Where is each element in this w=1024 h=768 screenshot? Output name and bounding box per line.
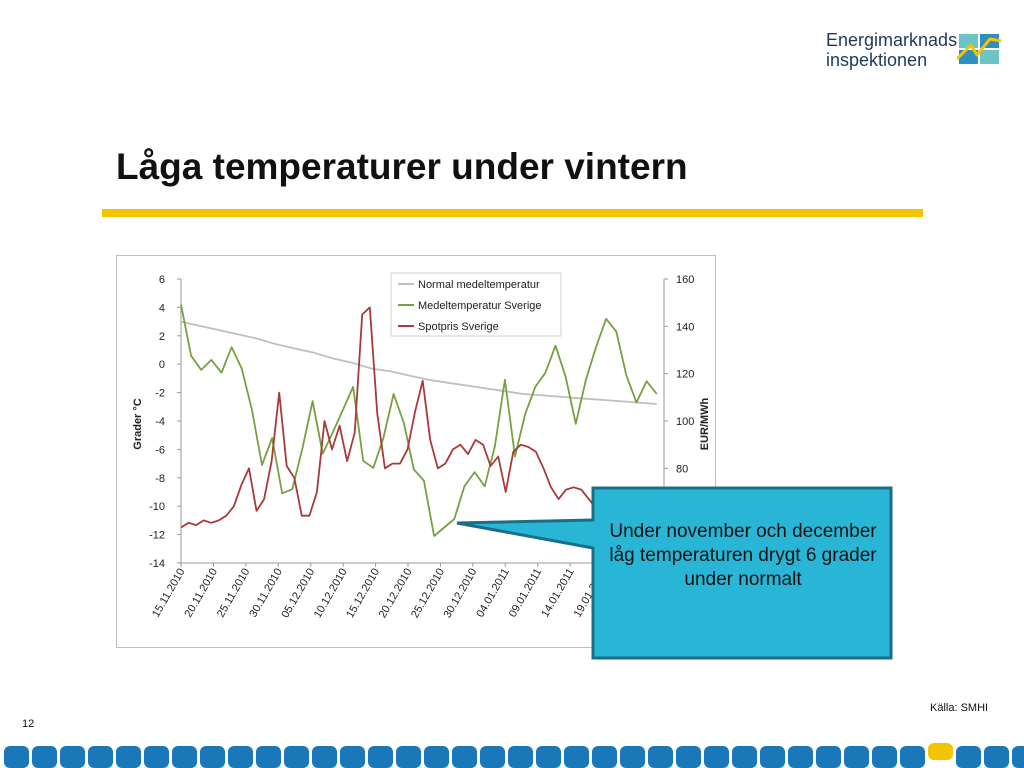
y-tick-label-right: 160	[676, 274, 694, 286]
chart-legend: Normal medeltemperatur Medeltemperatur Sv…	[390, 272, 562, 337]
footer-tile	[760, 746, 785, 768]
legend-entry: Medeltemperatur Sverige	[418, 300, 542, 312]
footer-tile	[396, 746, 421, 768]
footer-tile	[508, 746, 533, 768]
logo-line-2: inspektionen	[826, 50, 928, 70]
y-tick-label-left: 6	[159, 274, 165, 286]
footer-tile	[704, 746, 729, 768]
y-tick-label-left: 0	[159, 359, 165, 371]
logo: Energimarknads inspektionen	[826, 30, 1006, 74]
footer-tile	[172, 746, 197, 768]
footer-tile	[872, 746, 897, 768]
footer-tile	[480, 746, 505, 768]
footer-tile	[200, 746, 225, 768]
footer-tile	[256, 746, 281, 768]
footer-tile	[116, 746, 141, 768]
footer-tile	[424, 746, 449, 768]
source-note: Källa: SMHI	[930, 702, 989, 714]
page-number: 12	[22, 718, 35, 730]
footer-tile	[676, 746, 701, 768]
footer-tile	[228, 746, 253, 768]
page-title: Låga temperaturer under vintern	[116, 146, 688, 187]
footer-tile	[452, 746, 477, 768]
footer-tile	[88, 746, 113, 768]
footer-tile	[900, 746, 925, 768]
series-line-temperature	[180, 304, 658, 537]
footer-tile	[32, 746, 57, 768]
y-tick-label-right: 120	[676, 369, 694, 381]
y-tick-label-right: 80	[676, 463, 688, 475]
y-tick-label-right: 140	[676, 321, 694, 333]
y-tick-label-left: 4	[159, 302, 165, 314]
footer-tile	[284, 746, 309, 768]
y-tick-label-right: 100	[676, 416, 694, 428]
footer-tile	[816, 746, 841, 768]
footer-tile	[4, 746, 29, 768]
legend-entry: Normal medeltemperatur	[418, 279, 540, 291]
footer-tile	[620, 746, 645, 768]
y-tick-label-left: 2	[159, 331, 165, 343]
legend-entry: Spotpris Sverige	[418, 321, 499, 333]
footer-tile	[340, 746, 365, 768]
footer-tile	[956, 746, 981, 768]
y-tick-label-left: -4	[155, 416, 165, 428]
series-line-normal	[180, 320, 657, 405]
footer-tile	[648, 746, 673, 768]
footer-tile	[1012, 746, 1024, 768]
y-tick-label-left: -2	[155, 388, 165, 400]
footer-tile	[60, 746, 85, 768]
footer-tile	[564, 746, 589, 768]
y-tick-label-left: -8	[155, 473, 165, 485]
logo-line-1: Energimarknads	[826, 30, 958, 50]
footer-decoration	[4, 743, 1024, 768]
y-axis-label-right: EUR/MWh	[699, 397, 711, 450]
footer-tile	[144, 746, 169, 768]
title-underline	[102, 209, 923, 217]
y-tick-label-left: -14	[149, 558, 165, 570]
legend-box	[390, 272, 562, 337]
footer-tile	[312, 746, 337, 768]
logo-text: Energimarknads inspektionen	[826, 30, 957, 70]
y-tick-label-left: -12	[149, 530, 165, 542]
footer-tile	[788, 746, 813, 768]
footer-tile-highlight	[928, 743, 953, 760]
footer-tile	[732, 746, 757, 768]
y-tick-label-left: -10	[149, 501, 165, 513]
footer-tile	[984, 746, 1009, 768]
y-axis-label-left: Grader °C	[132, 398, 144, 450]
y-tick-label-left: -6	[155, 444, 165, 456]
footer-tile	[844, 746, 869, 768]
logo-mark-icon	[957, 34, 1002, 64]
footer-tile	[592, 746, 617, 768]
callout-text: Under november och december låg temperat…	[609, 521, 877, 590]
footer-tile	[368, 746, 393, 768]
series-line-spot-price	[180, 306, 658, 529]
footer-tile	[536, 746, 561, 768]
